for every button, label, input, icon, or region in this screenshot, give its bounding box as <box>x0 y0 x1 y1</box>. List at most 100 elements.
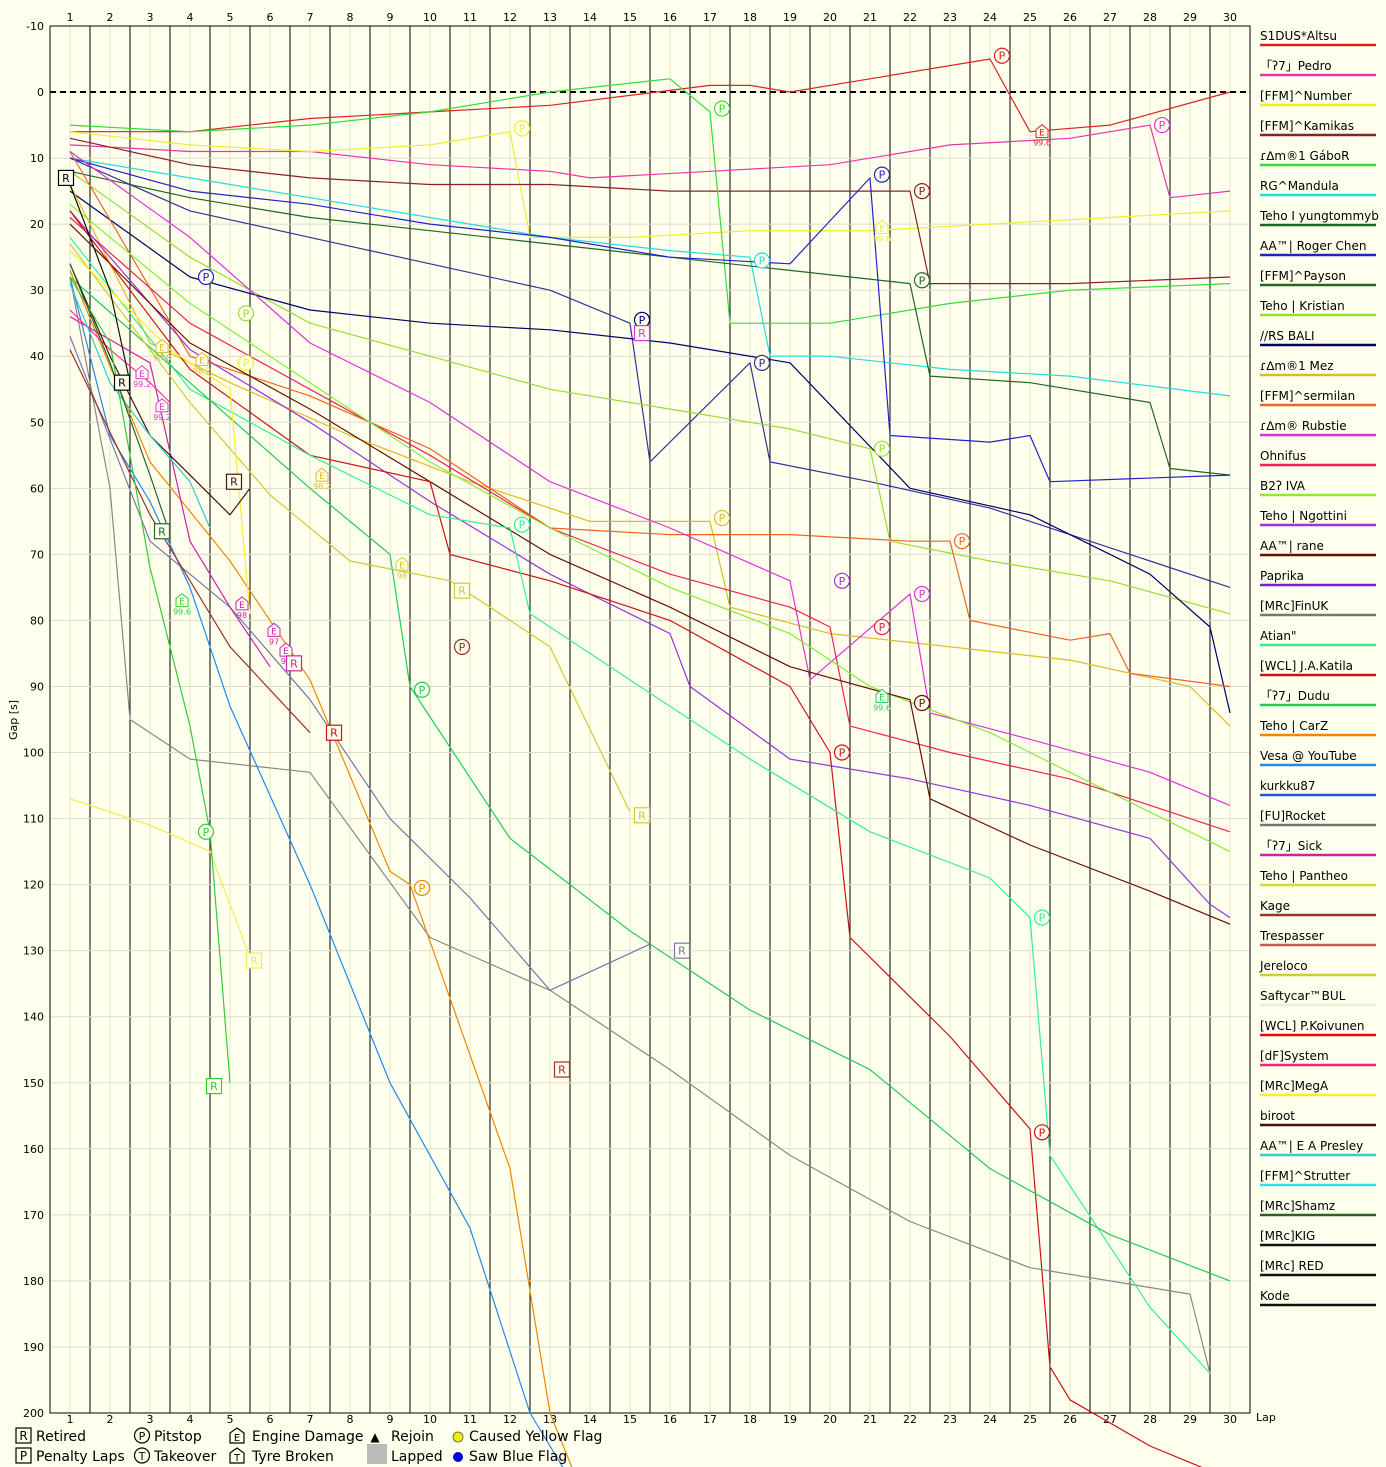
event-marker: P <box>513 516 531 533</box>
retired-key: R Retired <box>15 1427 86 1445</box>
event-marker-symbol: E <box>879 224 885 234</box>
footer-legend: R Retired P Pitstop E Engine Damage ▲ Re… <box>15 1427 602 1465</box>
legend-entry: RG^Mandula <box>1260 179 1376 197</box>
y-tick-label: 10 <box>30 152 44 165</box>
series-line <box>69 157 1231 483</box>
event-marker-symbol: P <box>203 271 210 284</box>
y-tick-label: 140 <box>23 1011 44 1024</box>
legend-entry-label: [WCL] J.A.Katila <box>1260 659 1353 673</box>
event-marker-symbol: R <box>330 727 338 740</box>
event-marker-symbol: P <box>459 641 466 654</box>
axes: 1122334455667788991010111112121313141415… <box>23 11 1251 1426</box>
event-marker-symbol: P <box>243 357 250 370</box>
pitstop-key-symbol: P <box>139 1430 146 1443</box>
x-tick-label-bottom: 12 <box>503 1413 517 1426</box>
retired-marker-box <box>553 1061 571 1078</box>
pitstop-marker-circle <box>753 252 771 269</box>
event-marker-symbol: P <box>999 50 1006 63</box>
engine-damage-value-label: 99.2 <box>133 380 151 389</box>
legend-entry-label: [MRc]Shamz <box>1260 1199 1335 1213</box>
legend-entry-label: AA™| Roger Chen <box>1260 239 1366 253</box>
legend-entry-label: [FU]Rocket <box>1260 809 1326 823</box>
event-marker-symbol: P <box>519 519 526 532</box>
engine-damage-marker-shape <box>155 398 169 413</box>
event-marker: P <box>713 509 731 527</box>
series-line <box>69 223 1231 925</box>
retired-key-icon <box>15 1427 32 1444</box>
engine-damage-value-label: 99.6 <box>1033 139 1051 148</box>
event-marker: E98.2 <box>193 351 211 376</box>
legend-entry: Teho | CarZ <box>1259 719 1376 737</box>
event-marker: P <box>237 354 255 371</box>
y-tick-label: 110 <box>23 813 44 826</box>
legend-entry-label: ɾ∆m® Rubstie <box>1260 419 1347 433</box>
legend-entry: Vesa @ YouTube <box>1260 749 1376 767</box>
legend-entry: //RS BALI <box>1260 329 1376 347</box>
tyre-broken-key-symbol: T <box>233 1453 241 1464</box>
x-tick-label-bottom: 16 <box>663 1413 677 1426</box>
pitstop-marker-circle <box>873 166 891 183</box>
series-line <box>69 283 211 529</box>
series-line <box>69 131 1231 238</box>
event-marker: E98 <box>395 556 409 580</box>
pitstop-marker-circle <box>197 823 215 840</box>
legend-entry-label: [FFM]^sermilan <box>1260 389 1355 403</box>
event-marker: P <box>753 354 771 371</box>
event-marker: P <box>953 533 971 550</box>
event-marker: P <box>197 268 215 286</box>
event-marker: E99.6 <box>1033 124 1051 148</box>
legend-entry: [FU]Rocket <box>1260 809 1376 827</box>
event-marker-symbol: R <box>558 1064 566 1077</box>
pitstop-key: P Pitstop <box>133 1427 202 1445</box>
series-line <box>69 170 1231 476</box>
event-marker: P <box>713 100 731 117</box>
x-tick-label-top: 30 <box>1223 11 1237 24</box>
lapped-key-icon <box>367 1444 387 1464</box>
legend-entry: Paprika <box>1260 569 1376 587</box>
engine-damage-marker-shape <box>875 219 889 234</box>
series-line <box>69 250 251 614</box>
event-marker-symbol: R <box>678 945 686 958</box>
legend-entry-label: Paprika <box>1260 569 1304 583</box>
series-line <box>69 798 251 958</box>
x-tick-label-top: 11 <box>463 11 477 24</box>
pitstop-marker-circle <box>197 268 215 286</box>
event-marker-symbol: P <box>519 122 526 135</box>
penalty-laps-key-icon <box>15 1447 32 1464</box>
legend-entry-label: RG^Mandula <box>1260 179 1339 193</box>
legend-entry: Trespasser <box>1259 929 1376 947</box>
x-tick-label-bottom: 26 <box>1063 1413 1077 1426</box>
x-tick-label-top: 18 <box>743 11 757 24</box>
retired-marker-box <box>325 724 343 741</box>
pitstop-marker-circle <box>1153 116 1171 134</box>
legend-entry-label: [MRc]FinUK <box>1260 599 1329 613</box>
y-tick-label: 130 <box>23 945 44 958</box>
legend-entry: S1DUS*Altsu <box>1260 29 1376 47</box>
x-tick-label-bottom: 15 <box>623 1413 637 1426</box>
event-marker-symbol: E <box>159 343 165 353</box>
event-marker-symbol: R <box>638 809 646 822</box>
rejoin-key: ▲ Rejoin <box>370 1429 434 1445</box>
saw-blue-flag-key: Saw Blue Flag <box>453 1449 567 1465</box>
x-tick-label-top: 27 <box>1103 11 1117 24</box>
legend-entry: Teho | Pantheo <box>1259 869 1376 887</box>
legend: S1DUS*Altsu 「ʔ7」Pedro [FFM]^Number [FFM]^Ka… <box>1259 29 1379 1307</box>
pitstop-marker-circle <box>237 354 255 371</box>
engine-damage-value-label: 99.6 <box>873 703 891 712</box>
event-marker-symbol: P <box>1159 119 1166 132</box>
engine-damage-value-label: 99.6 <box>873 234 891 243</box>
x-tick-label-bottom: 2 <box>107 1413 114 1426</box>
series-line <box>69 349 311 734</box>
legend-entry-label: S1DUS*Altsu <box>1260 29 1337 43</box>
y-tick-label: 70 <box>30 548 44 561</box>
x-tick-label-top: 9 <box>387 11 394 24</box>
series-line <box>69 263 251 516</box>
event-marker: P <box>873 618 891 636</box>
x-tick-label-top: 10 <box>423 11 437 24</box>
penalty-laps-key-symbol: P <box>20 1449 27 1463</box>
legend-entry-label: kurkku87 <box>1260 779 1316 793</box>
legend-entry-label: Vesa @ YouTube <box>1260 749 1357 763</box>
legend-entry-label: Teho | Kristian <box>1259 299 1345 313</box>
pitstop-marker-circle <box>713 100 731 117</box>
x-tick-label-bottom: 21 <box>863 1413 877 1426</box>
